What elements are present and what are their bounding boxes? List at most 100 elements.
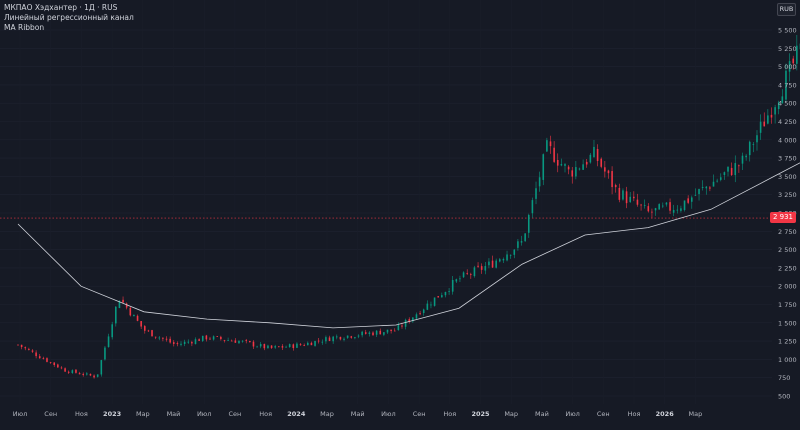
- candle-body: [549, 141, 552, 147]
- candle-body: [546, 140, 548, 152]
- candle-body: [67, 371, 70, 373]
- y-tick-label: 1 000: [778, 356, 797, 364]
- currency-button[interactable]: RUB: [777, 3, 796, 16]
- candle-body: [78, 373, 81, 375]
- candle-body: [169, 338, 171, 343]
- candle-body: [459, 278, 461, 280]
- candle-body: [759, 121, 762, 133]
- candle-body: [296, 343, 298, 348]
- candle-body: [785, 70, 787, 100]
- candle-body: [379, 330, 382, 335]
- y-tick-label: 500: [778, 393, 790, 401]
- candle-body: [375, 330, 378, 335]
- candle-body: [640, 204, 642, 206]
- candle-body: [180, 343, 182, 345]
- x-tick-label: Сен: [413, 410, 426, 418]
- candle-body: [770, 114, 773, 118]
- candle-body: [433, 297, 436, 306]
- candle-body: [738, 165, 740, 167]
- candle-body: [781, 96, 784, 104]
- candle-body: [614, 184, 617, 188]
- candle-body: [162, 337, 164, 339]
- candle-body: [422, 309, 425, 314]
- candle-body: [488, 261, 490, 266]
- candle-body: [636, 199, 639, 205]
- candle-body: [756, 135, 758, 143]
- y-tick-label: 3 500: [778, 173, 797, 181]
- candle-body: [321, 341, 324, 343]
- x-tick-label: Июл: [197, 410, 212, 418]
- y-tick-label: 3 250: [778, 191, 797, 199]
- candle-body: [752, 144, 755, 146]
- candle-body: [596, 149, 599, 161]
- candle-body: [24, 347, 27, 349]
- candle-body: [325, 337, 327, 342]
- candle-body: [93, 375, 95, 378]
- time-axis[interactable]: Июл Сен Ноя 2023 Мар Май Июл Сен Ноя 2024 Мар Май Ию…: [13, 410, 703, 418]
- x-tick-label: 2025: [471, 410, 490, 418]
- candle-body: [118, 300, 121, 309]
- candle-body: [234, 340, 237, 343]
- indicator-regression-channel[interactable]: Линейный регрессионный канал: [4, 13, 134, 22]
- candle-body: [107, 336, 110, 347]
- candle-body: [281, 346, 284, 348]
- candle-body: [151, 330, 153, 337]
- candle-body: [386, 329, 389, 333]
- candle-body: [480, 266, 483, 270]
- candle-body: [455, 279, 458, 282]
- candle-body: [357, 335, 360, 337]
- candle-body: [520, 241, 523, 243]
- candle-body: [593, 146, 595, 158]
- candle-body: [57, 364, 59, 368]
- candle-body: [133, 314, 135, 317]
- candle-body: [96, 374, 99, 377]
- candle-body: [502, 258, 505, 261]
- candle-body: [165, 338, 168, 340]
- y-tick-label: 1 750: [778, 301, 797, 309]
- symbol-title[interactable]: МКПАО Хэдхантер · 1Д · RUS: [4, 3, 118, 12]
- candle-body: [125, 303, 128, 308]
- candle-body: [383, 332, 385, 335]
- candle-body: [538, 177, 541, 187]
- candle-body: [314, 340, 316, 346]
- candle-body: [654, 208, 657, 211]
- candle-body: [49, 362, 52, 363]
- candle-body: [212, 336, 215, 340]
- candle-body: [564, 164, 566, 166]
- candle-body: [259, 344, 262, 347]
- candle-body: [64, 368, 66, 372]
- candle-body: [227, 340, 229, 341]
- candle-body: [716, 180, 718, 182]
- candle-body: [252, 341, 255, 347]
- candle-body: [470, 274, 472, 276]
- candle-body: [567, 166, 570, 170]
- price-axis[interactable]: 5 500 5 250 5 000 4 750 4 500 4 250 4 000 3 750…: [778, 27, 797, 401]
- candle-body: [245, 339, 248, 341]
- candle-body: [441, 295, 443, 298]
- chart-legend: МКПАО Хэдхантер · 1Д · RUS Линейный регр…: [4, 3, 134, 33]
- candle-body: [777, 102, 780, 110]
- x-tick-label: Июл: [13, 410, 28, 418]
- candle-body: [372, 332, 374, 336]
- candle-body: [745, 155, 747, 158]
- candle-body: [643, 205, 646, 206]
- x-tick-label: Сен: [597, 410, 610, 418]
- candle-body: [53, 362, 56, 366]
- candle-body: [625, 191, 628, 204]
- candle-body: [71, 370, 74, 373]
- candle-body: [662, 205, 664, 207]
- candle-body: [292, 344, 295, 349]
- x-tick-label: 2024: [287, 410, 306, 418]
- x-tick-label: Ноя: [259, 410, 272, 418]
- candle-body: [303, 345, 305, 346]
- y-tick-label: 4 750: [778, 81, 797, 89]
- candle-body: [172, 342, 175, 344]
- candle-body: [694, 194, 697, 196]
- indicator-ma-ribbon[interactable]: MA Ribbon: [4, 23, 45, 32]
- candle-body: [792, 58, 795, 64]
- x-tick-label: Ноя: [75, 410, 88, 418]
- candle-body: [774, 107, 776, 115]
- candle-body: [332, 336, 334, 342]
- candle-body: [194, 339, 197, 345]
